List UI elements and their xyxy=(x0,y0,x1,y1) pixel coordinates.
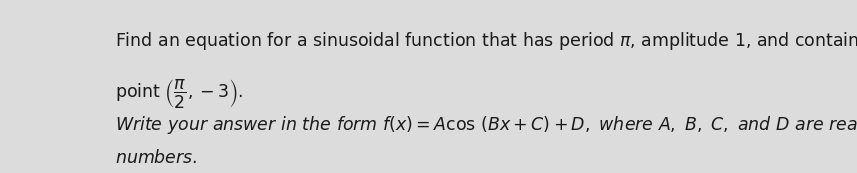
Text: Find an equation for a sinusoidal function that has period $\pi$, amplitude 1, a: Find an equation for a sinusoidal functi… xyxy=(115,30,857,52)
Text: point $\left(\dfrac{\pi}{2}, -3\right)$.: point $\left(\dfrac{\pi}{2}, -3\right)$. xyxy=(115,77,243,110)
Text: $\it{numbers.}$: $\it{numbers.}$ xyxy=(115,149,198,167)
Text: $\it{Write\ your\ answer\ in\ the\ form}$ $f(x) = A\cos\,(Bx + C) + D,$ $\it{whe: $\it{Write\ your\ answer\ in\ the\ form}… xyxy=(115,114,857,136)
